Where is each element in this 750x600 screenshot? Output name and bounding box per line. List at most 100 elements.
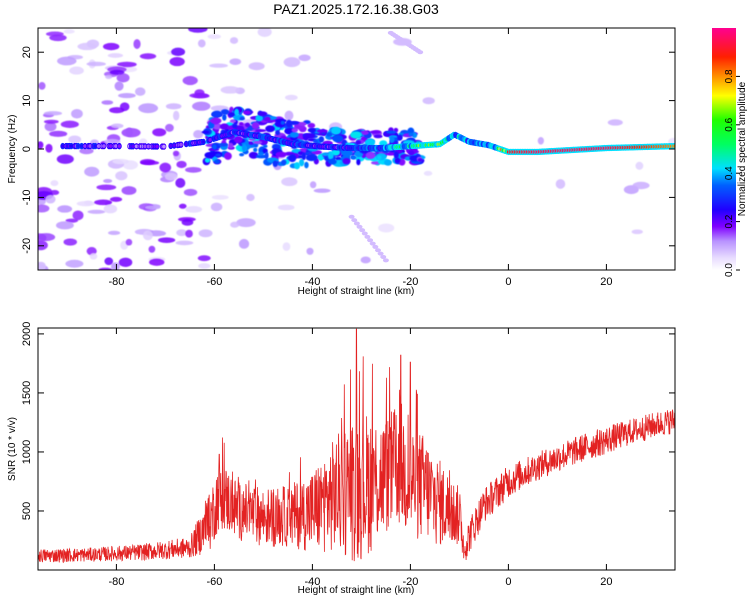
heatmap-dispersion-cell (215, 153, 221, 157)
heatmap-noise-cell (121, 186, 137, 195)
colorbar-ticks: 0.0 0.2 0.4 0.6 0.8 (724, 69, 740, 277)
heatmap-noise-cell (178, 203, 187, 209)
heatmap-streak-cell (364, 234, 371, 239)
heatmap-noise-cell (197, 255, 211, 262)
heatmap-noise-cell (537, 137, 544, 145)
heatmap-noise-cell (229, 37, 239, 44)
heatmap-noise-cell (56, 154, 74, 164)
heatmap-streak-cell (359, 228, 366, 233)
spectrogram-y-axis-label: Frequency (Hz) (7, 115, 18, 184)
y-tick-label: -20 (21, 238, 33, 254)
heatmap-dispersion-cell (364, 138, 376, 147)
x-tick-label: -80 (108, 576, 124, 588)
heatmap-noise-cell (298, 54, 311, 62)
heatmap-dispersion-cell (313, 139, 318, 144)
heatmap-dispersion-cell (365, 151, 376, 160)
heatmap-dispersion-cell (394, 157, 401, 164)
heatmap-dispersion-cell (318, 153, 324, 161)
heatmap-noise-cell (116, 73, 130, 83)
heatmap-ridge-core (60, 144, 65, 148)
heatmap-dispersion-cell (239, 116, 245, 121)
heatmap-dispersion-cell (291, 127, 298, 133)
heatmap-noise-cell (236, 218, 256, 228)
heatmap-dispersion-cell (318, 136, 325, 143)
y-tick-label: 1000 (21, 440, 33, 464)
heatmap-streak-cell (361, 231, 368, 236)
heatmap-noise-cell (55, 221, 74, 230)
heatmap-noise-cell (57, 205, 73, 213)
heatmap-streak-cell (353, 221, 360, 226)
heatmap-dispersion-cell (305, 153, 318, 162)
heatmap-noise-cell (102, 42, 120, 51)
heatmap-ridge-core (201, 140, 206, 144)
heatmap-noise-cell (176, 229, 188, 237)
heatmap-noise-cell (38, 240, 48, 251)
heatmap-dispersion-cell (373, 134, 383, 139)
heatmap-dispersion-cell (393, 151, 399, 159)
heatmap-noise-cell (63, 29, 75, 34)
heatmap-noise-cell (38, 261, 46, 270)
heatmap-dispersion-cell (234, 108, 240, 116)
heatmap-dispersion-cell (275, 151, 287, 158)
y-tick-label: 0 (21, 146, 33, 152)
heatmap-noise-cell (112, 158, 129, 165)
heatmap-noise-cell (176, 160, 187, 169)
heatmap-noise-cell (188, 28, 208, 33)
spectrogram-panel: -80 -60 -40 -20 0 20 -20 -10 0 10 20 Height of st… (7, 27, 676, 297)
heatmap-dispersion-cell (398, 158, 406, 166)
heatmap-dispersion-cell (257, 111, 268, 117)
heatmap-noise-cell (210, 202, 223, 212)
heatmap-dispersion-cell (229, 119, 237, 123)
heatmap-ridge-core (69, 144, 74, 148)
heatmap-noise-cell (175, 178, 186, 188)
heatmap-dispersion-cell (272, 160, 278, 167)
heatmap-noise-cell (185, 229, 193, 238)
heatmap-noise-cell (164, 172, 178, 181)
y-tick-label: 10 (21, 94, 33, 106)
heatmap-dispersion-cell (212, 144, 217, 150)
heatmap-dispersion-cell (288, 154, 297, 163)
heatmap-dispersion-cell (386, 130, 397, 134)
snr-frame (37, 327, 676, 571)
heatmap-noise-cell (284, 110, 294, 121)
heatmap-noise-cell (169, 57, 185, 67)
heatmap-ridge-core (155, 144, 159, 149)
heatmap-ridge-core (134, 144, 139, 149)
heatmap-noise-cell (45, 194, 56, 204)
heatmap-noise-cell (378, 223, 395, 233)
heatmap-noise-cell (110, 262, 120, 270)
spectrogram-heatmap (38, 28, 675, 270)
colorbar-tick-label: 0.0 (724, 263, 735, 277)
heatmap-noise-cell (631, 229, 643, 235)
heatmap-ridge-core (108, 144, 113, 148)
heatmap-noise-cell (119, 102, 130, 112)
heatmap-noise-cell (117, 61, 137, 68)
heatmap-noise-cell (115, 171, 128, 181)
heatmap-noise-cell (43, 111, 63, 116)
heatmap-dispersion-cell (304, 133, 316, 139)
heatmap-noise-cell (79, 147, 94, 155)
heatmap-noise-cell (635, 161, 644, 170)
heatmap-noise-cell (101, 100, 114, 105)
heatmap-dispersion-cell (204, 152, 215, 159)
colorbar-tick-label: 0.4 (724, 166, 735, 180)
heatmap-noise-cell (133, 39, 141, 49)
heatmap-noise-cell (229, 58, 242, 65)
heatmap-dispersion-cell (244, 122, 251, 128)
figure-title: PAZ1.2025.172.16.38.G03 (273, 1, 439, 17)
snr-series-line (38, 328, 675, 564)
heatmap-dispersion-cell (238, 122, 244, 126)
heatmap-noise-cell (171, 47, 186, 57)
heatmap-noise-cell (197, 39, 206, 48)
heatmap-dispersion-cell (251, 122, 260, 130)
heatmap-noise-cell (45, 143, 53, 153)
heatmap-ridge-core (79, 144, 84, 148)
heatmap-noise-cell (38, 141, 44, 150)
heatmap-noise-cell (360, 256, 371, 264)
heatmap-streak-cell (417, 50, 424, 55)
x-tick-label: 0 (505, 276, 511, 288)
heatmap-noise-cell (192, 101, 211, 111)
heatmap-dispersion-cell (356, 159, 361, 166)
heatmap-ridge-core (168, 144, 173, 148)
heatmap-noise-cell (185, 166, 202, 173)
